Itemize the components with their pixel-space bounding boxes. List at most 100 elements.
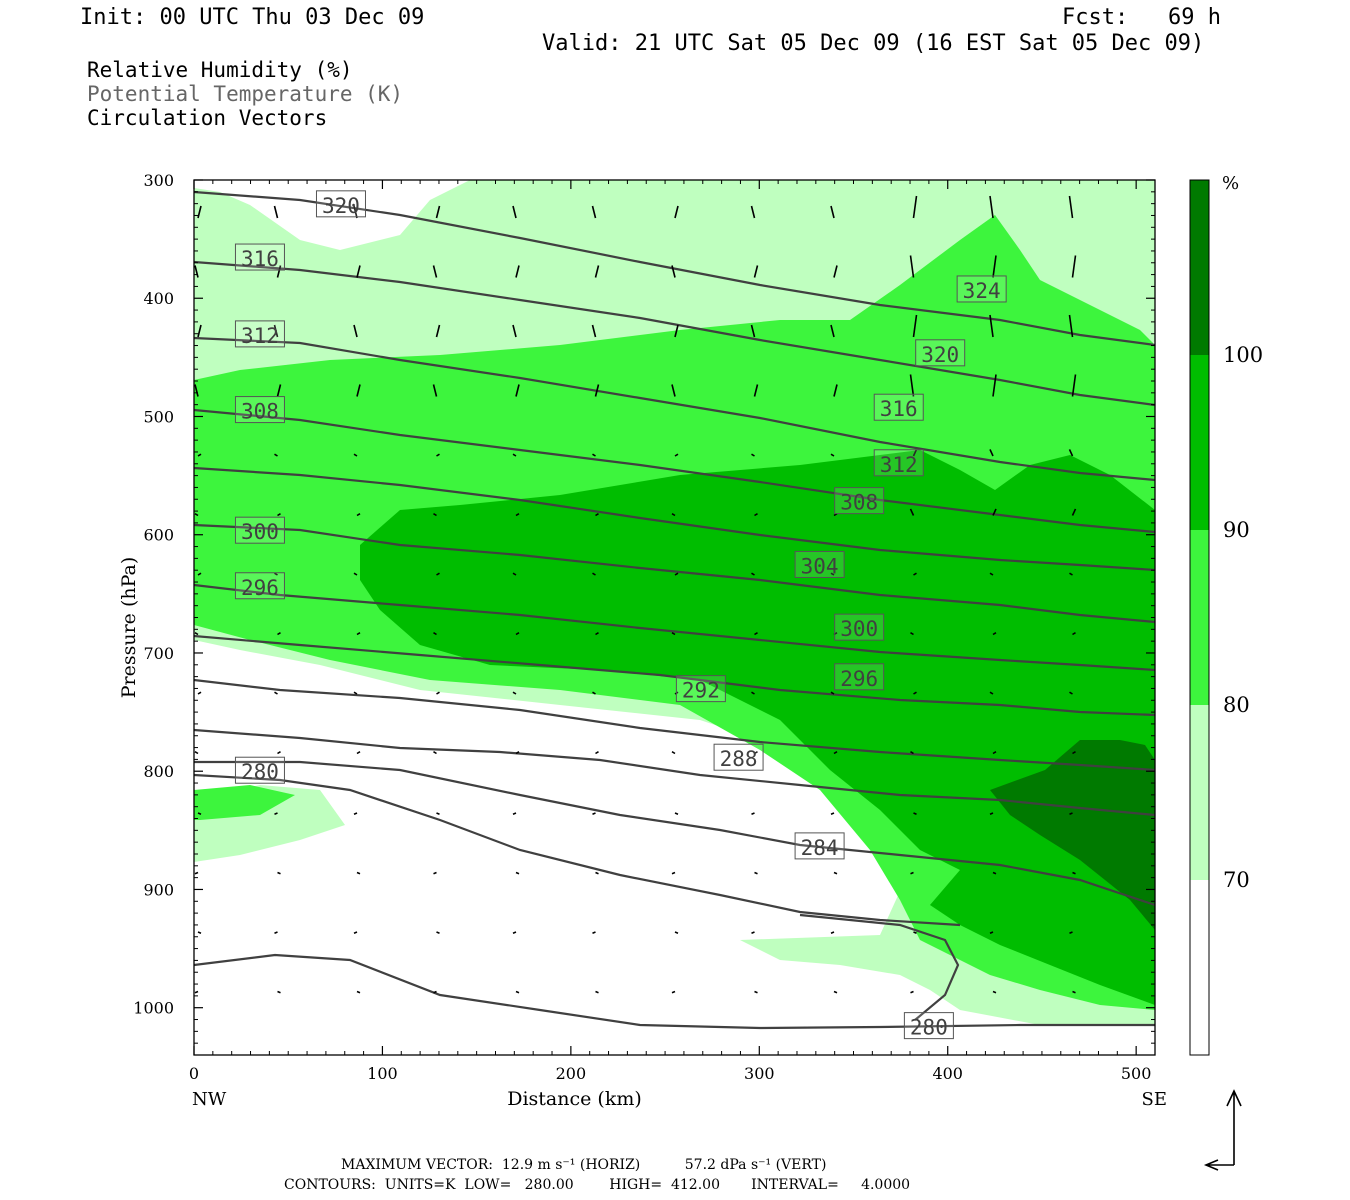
circulation-vector xyxy=(830,931,835,934)
circulation-vector xyxy=(833,871,838,875)
circulation-vector xyxy=(433,513,437,517)
circulation-vector xyxy=(674,324,679,338)
reference-vector-icon xyxy=(1203,1089,1242,1171)
circulation-vector xyxy=(674,453,679,457)
circulation-vector xyxy=(515,513,520,517)
theta-label-box xyxy=(834,663,885,691)
circulation-vector xyxy=(671,384,676,397)
circulation-vector xyxy=(194,265,199,278)
theta-label-box xyxy=(234,572,285,600)
colorbar-level-label: 70 xyxy=(1223,868,1250,892)
circulation-vector xyxy=(353,691,358,695)
circulation-vector xyxy=(913,812,917,815)
colorbar-swatch xyxy=(1190,530,1209,705)
circulation-vector xyxy=(595,513,599,517)
y-tick-label: 900 xyxy=(143,880,174,899)
circulation-vector xyxy=(913,931,917,934)
theta-contour-308 xyxy=(194,466,1155,572)
theta-label-box xyxy=(234,516,285,544)
theta-contour-label: 300 xyxy=(234,516,285,544)
circulation-vector xyxy=(277,990,281,994)
circulation-vector xyxy=(436,691,440,695)
x-tick-label: 500 xyxy=(1121,1064,1152,1083)
circulation-vector xyxy=(433,751,437,755)
circulation-vector xyxy=(992,632,997,636)
theta-label-text: 316 xyxy=(880,397,918,421)
circulation-vector xyxy=(830,572,835,576)
circulation-vector xyxy=(992,255,997,278)
circulation-vector xyxy=(989,691,994,695)
theta-label-box xyxy=(956,275,1007,303)
circulation-vector xyxy=(751,931,755,934)
circulation-vector xyxy=(751,572,755,576)
circulation-vector xyxy=(913,691,917,695)
theta-label-box xyxy=(234,243,285,271)
theta-contour-280 xyxy=(194,953,1155,1030)
circulation-vector xyxy=(512,572,517,576)
colorbar: % 70 80 90 100 xyxy=(1189,173,1263,1056)
theta-contour-284b xyxy=(194,760,1155,907)
circulation-vector xyxy=(356,384,361,397)
circulation-vector xyxy=(909,255,915,278)
circulation-vector xyxy=(594,265,600,278)
y-tick-label: 800 xyxy=(143,762,174,781)
circulation-vector xyxy=(433,990,437,994)
theta-contour-316 xyxy=(194,336,1155,482)
theta-label-layer: 3203163123083002962803243203163123083043… xyxy=(234,190,1007,1040)
circulation-vector xyxy=(277,513,281,517)
circulation-vector xyxy=(515,990,520,994)
colorbar-swatch xyxy=(1190,355,1209,530)
circulation-vector xyxy=(674,931,679,934)
circulation-vector xyxy=(754,751,758,755)
circulation-vector xyxy=(194,751,199,755)
circulation-vector xyxy=(356,265,361,278)
circulation-vector xyxy=(353,324,358,338)
circulation-vector xyxy=(197,572,202,576)
circulation-vector xyxy=(671,632,676,636)
theta-label-box xyxy=(794,832,845,860)
circulation-vector xyxy=(512,205,517,219)
circulation-vector xyxy=(910,990,914,994)
theta-label-text: 300 xyxy=(241,520,279,544)
circulation-vector xyxy=(435,324,441,338)
theta-contour-label: 308 xyxy=(834,487,885,515)
circulation-vector xyxy=(277,871,281,875)
circulation-vector xyxy=(910,632,914,636)
theta-contour-label: 284 xyxy=(794,832,845,860)
theta-contour-label: 308 xyxy=(234,396,285,424)
rh-80-region xyxy=(194,785,295,820)
theta-label-box xyxy=(675,675,726,703)
circulation-vector xyxy=(833,990,838,994)
theta-contour-layer xyxy=(194,190,1155,1030)
circulation-vector xyxy=(1069,572,1073,576)
circulation-vector xyxy=(432,265,438,278)
theta-label-text: 296 xyxy=(840,667,878,691)
circulation-vector xyxy=(515,871,520,875)
circulation-vector xyxy=(194,513,199,517)
circulation-vector xyxy=(833,384,838,397)
theta-contour-label: 316 xyxy=(234,243,285,271)
title-vectors: Circulation Vectors xyxy=(87,106,328,130)
circulation-vector xyxy=(512,931,517,934)
theta-label-text: 300 xyxy=(840,617,878,641)
theta-contour-label: 300 xyxy=(834,613,885,641)
circulation-vector xyxy=(432,384,438,397)
circulation-vector xyxy=(992,751,997,755)
circulation-vector xyxy=(833,265,838,278)
x-end-label-se: SE xyxy=(1142,1089,1167,1110)
circulation-vector xyxy=(512,453,517,457)
circulation-vector xyxy=(436,572,440,576)
theta-label-box xyxy=(834,613,885,641)
colorbar-swatch xyxy=(1190,705,1209,880)
circulation-vector xyxy=(435,205,441,219)
circulation-vector xyxy=(356,990,361,994)
x-axis-label: Distance (km) xyxy=(507,1088,642,1110)
theta-label-text: 312 xyxy=(241,324,279,348)
theta-contour-label: 292 xyxy=(675,675,726,703)
circulation-vector xyxy=(436,812,440,815)
colorbar-swatch xyxy=(1190,180,1209,355)
colorbar-level-label: 80 xyxy=(1223,693,1250,717)
theta-contour-288 xyxy=(194,728,1155,817)
circulation-vector xyxy=(197,691,202,695)
circulation-vector xyxy=(750,205,756,219)
